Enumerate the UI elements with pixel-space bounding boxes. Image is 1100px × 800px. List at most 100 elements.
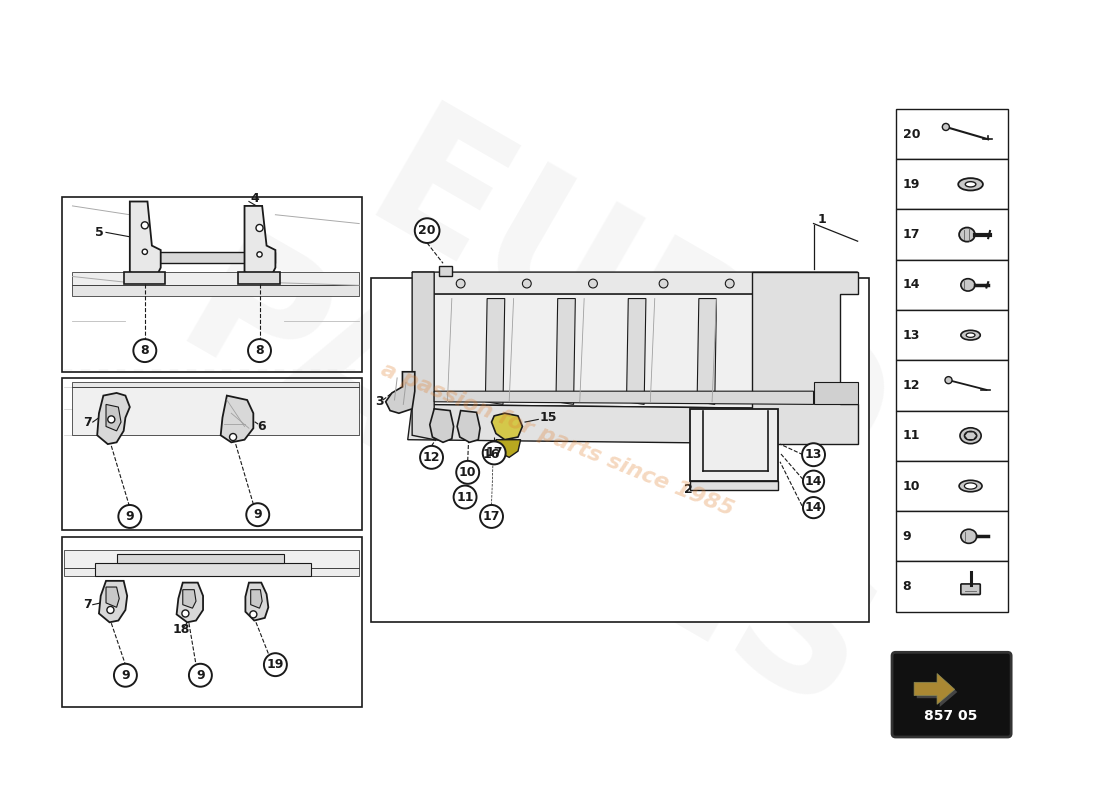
Polygon shape [434,391,814,405]
Circle shape [189,664,212,686]
Bar [895,310,1008,360]
Polygon shape [627,298,646,405]
FancyBboxPatch shape [961,584,980,594]
Bar [371,278,869,622]
Circle shape [114,664,136,686]
Polygon shape [73,286,360,296]
Polygon shape [64,550,360,568]
Circle shape [522,279,531,288]
Polygon shape [106,405,121,431]
Text: 17: 17 [483,510,500,523]
Circle shape [264,653,287,676]
Text: 20: 20 [903,127,920,141]
Text: 18: 18 [173,623,190,636]
Text: 17: 17 [485,446,503,459]
Circle shape [453,486,476,509]
Text: 2: 2 [684,483,693,497]
Circle shape [420,446,443,469]
Bar [895,562,1008,612]
Bar [895,210,1008,260]
Polygon shape [914,674,955,704]
Text: 15: 15 [540,411,558,424]
Text: 16: 16 [483,448,500,461]
Polygon shape [123,272,165,283]
Text: 11: 11 [903,430,920,442]
Text: 3: 3 [375,395,384,408]
Circle shape [107,606,114,614]
Ellipse shape [965,483,977,489]
Text: 9: 9 [121,669,130,682]
Text: 8: 8 [255,344,264,357]
Text: 12: 12 [903,379,920,392]
Text: 14: 14 [805,501,823,514]
Text: 17: 17 [903,228,920,241]
Text: 7: 7 [84,598,91,611]
Text: 9: 9 [903,530,911,542]
Circle shape [141,222,149,229]
Bar [895,511,1008,562]
Polygon shape [412,272,434,440]
Text: 7: 7 [84,415,91,429]
Circle shape [943,123,949,130]
Polygon shape [177,582,204,622]
Circle shape [250,611,257,618]
Text: 8: 8 [141,344,150,357]
Text: 10: 10 [903,479,920,493]
Ellipse shape [966,333,975,338]
Polygon shape [251,590,262,608]
Circle shape [415,218,440,243]
Ellipse shape [961,278,975,291]
Circle shape [803,497,824,518]
Text: 12: 12 [422,451,440,464]
Circle shape [803,470,824,492]
Text: 5: 5 [95,226,103,239]
Polygon shape [485,298,505,405]
Text: EURO
PARTES: EURO PARTES [150,45,1001,755]
Polygon shape [965,432,977,439]
Ellipse shape [961,330,980,340]
Polygon shape [697,298,716,405]
Ellipse shape [961,530,977,543]
Polygon shape [97,393,130,444]
Text: a passion for parts since 1985: a passion for parts since 1985 [378,359,737,520]
Circle shape [230,434,236,441]
Bar [895,109,1008,159]
Text: 19: 19 [903,178,920,191]
Circle shape [142,249,147,254]
FancyBboxPatch shape [892,652,1011,737]
Circle shape [257,252,262,257]
Circle shape [483,442,506,465]
Text: 4: 4 [251,192,260,206]
Bar [62,378,362,530]
Text: 857 05: 857 05 [924,709,978,723]
Text: 10: 10 [459,466,476,479]
Polygon shape [73,382,360,386]
Polygon shape [64,568,360,577]
Bar [895,360,1008,410]
Text: 9: 9 [125,510,134,523]
Polygon shape [916,676,957,707]
Polygon shape [130,202,161,277]
Polygon shape [386,372,415,414]
Polygon shape [751,272,858,444]
Bar [895,410,1008,461]
Text: 13: 13 [903,329,920,342]
Ellipse shape [965,431,977,440]
Circle shape [256,225,263,231]
Polygon shape [439,266,452,277]
Polygon shape [239,272,279,283]
Text: 9: 9 [253,508,262,521]
Text: 19: 19 [266,658,284,671]
Bar [62,537,362,707]
Bar [895,159,1008,210]
Polygon shape [556,298,575,405]
Circle shape [248,339,271,362]
Circle shape [108,416,114,423]
Ellipse shape [959,480,982,492]
Polygon shape [244,206,275,277]
Polygon shape [690,481,778,490]
Bar [895,461,1008,511]
Circle shape [119,505,141,528]
Ellipse shape [959,227,975,242]
Polygon shape [408,405,823,444]
